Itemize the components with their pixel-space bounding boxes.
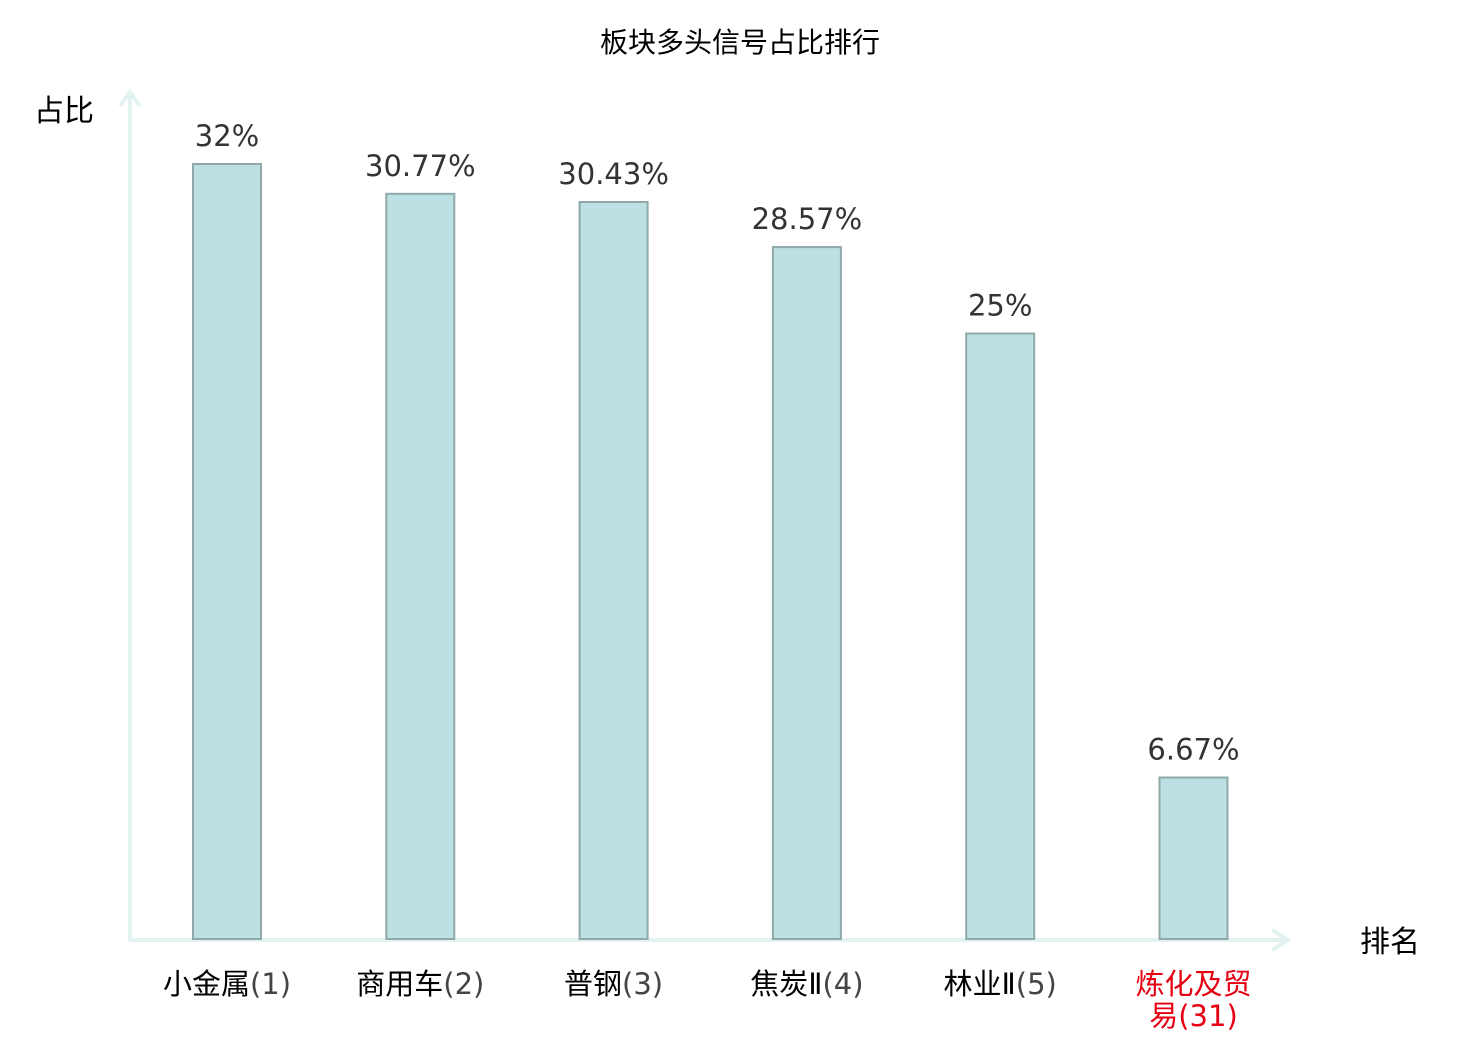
chart-title: 板块多头信号占比排行	[600, 26, 880, 59]
bar	[965, 332, 1036, 940]
bar	[385, 192, 456, 941]
value-label: 30.43%	[558, 157, 669, 191]
category-label: 林业Ⅱ(5)	[944, 967, 1057, 1001]
x-axis-title: 排名	[1360, 925, 1420, 960]
y-axis-arrow	[118, 88, 142, 108]
value-labels: 32% 30.77% 30.43% 28.57% 25% 6.67%	[195, 119, 1240, 767]
value-label: 25%	[968, 289, 1032, 323]
category-label: 商用车(2)	[356, 967, 484, 1001]
bar-series	[192, 163, 1229, 941]
x-axis-arrow	[1270, 928, 1292, 952]
value-label: 6.67%	[1147, 733, 1239, 767]
category-labels: 小金属(1) 商用车(2) 普钢(3) 焦炭Ⅱ(4) 林业Ⅱ(5) 炼化及贸易(31)	[163, 967, 1252, 1033]
category-label: 小金属(1)	[163, 967, 291, 1001]
value-label: 30.77%	[365, 149, 476, 183]
bar	[1158, 776, 1229, 940]
bar	[578, 201, 649, 940]
value-label: 32%	[195, 119, 259, 153]
axes	[118, 88, 1292, 952]
category-label: 焦炭Ⅱ(4)	[750, 967, 863, 1001]
bar	[192, 163, 262, 940]
y-axis-title: 占比	[34, 94, 94, 129]
category-label: 普钢(3)	[564, 967, 663, 1001]
category-label: 炼化及贸易(31)	[1135, 967, 1251, 1033]
bar	[771, 246, 842, 941]
value-label: 28.57%	[752, 202, 863, 236]
